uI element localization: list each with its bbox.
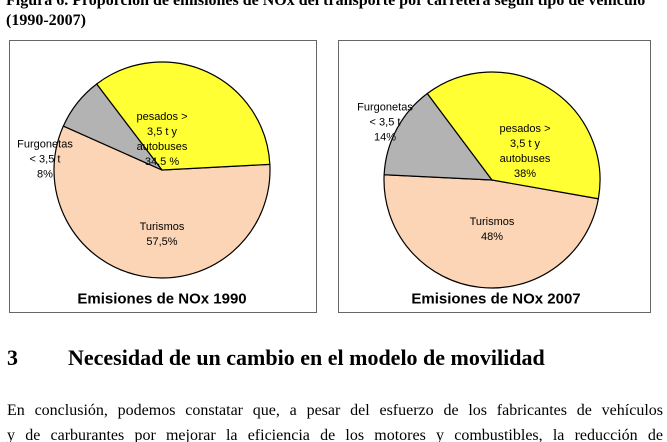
slice-value: 38% xyxy=(513,168,537,180)
pie-slice xyxy=(383,174,600,289)
caption: Figura 6. Proporción de emisiones de NOx… xyxy=(6,0,646,29)
slice-value: 34,5 % xyxy=(144,156,180,168)
section-title: Necesidad de un cambio en el modelo de m… xyxy=(68,345,545,370)
slice-value: 8% xyxy=(37,168,53,181)
slice-label: Turismos 57,5% xyxy=(127,220,197,250)
pie-slice xyxy=(426,71,601,200)
slice-value: 48% xyxy=(480,231,504,243)
slice-category: Furgonetas < 3,5 t xyxy=(17,138,73,166)
slice-label: Furgonetas < 3,5 t 8% xyxy=(15,138,75,183)
slice-label: Turismos 48% xyxy=(457,215,527,245)
slice-label: Furgonetas < 3,5 t 14% xyxy=(355,101,415,146)
paragraph-line: y de carburantes por mejorar la eficienc… xyxy=(7,427,663,442)
slice-category: Turismos xyxy=(469,216,515,228)
pie-slice xyxy=(383,92,494,181)
slice-value: 14% xyxy=(373,131,397,144)
slice-category: Turismos xyxy=(139,221,185,233)
slice-category: pesados > 3,5 t y autobuses xyxy=(499,123,551,165)
slice-category: Furgonetas < 3,5 t xyxy=(357,101,413,129)
pie-title: Emisiones de NOx 1990 xyxy=(77,290,247,308)
slice-label: pesados > 3,5 t y autobuses 38% xyxy=(494,122,556,182)
slice-category: pesados > 3,5 t y autobuses xyxy=(136,111,188,153)
section-number: 3 xyxy=(7,345,18,370)
slice-value: 57,5% xyxy=(146,236,178,248)
paragraph-line: En conclusión, podemos constatar que, a … xyxy=(7,402,663,419)
pie-slice xyxy=(53,125,271,279)
pie-slice xyxy=(95,61,271,171)
slice-label: pesados > 3,5 t y autobuses 34,5 % xyxy=(131,110,193,170)
pie-title: Emisiones de NOx 2007 xyxy=(411,290,581,308)
